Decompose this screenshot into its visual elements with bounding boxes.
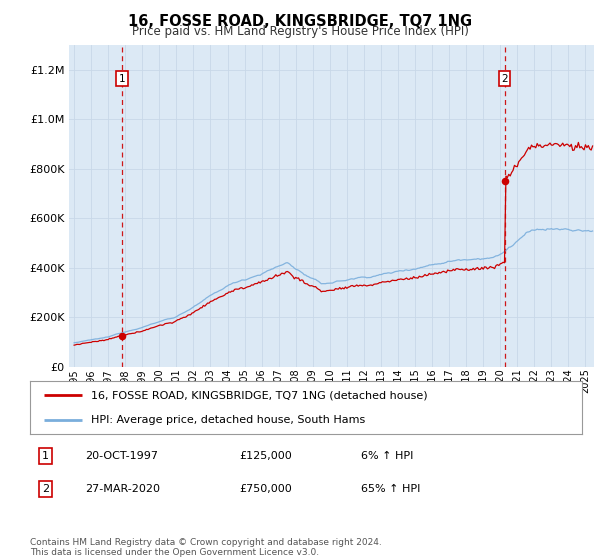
Text: 16, FOSSE ROAD, KINGSBRIDGE, TQ7 1NG (detached house): 16, FOSSE ROAD, KINGSBRIDGE, TQ7 1NG (de… bbox=[91, 390, 427, 400]
Text: 2: 2 bbox=[42, 484, 49, 494]
Text: 16, FOSSE ROAD, KINGSBRIDGE, TQ7 1NG: 16, FOSSE ROAD, KINGSBRIDGE, TQ7 1NG bbox=[128, 14, 472, 29]
Text: 6% ↑ HPI: 6% ↑ HPI bbox=[361, 451, 413, 461]
Point bbox=[500, 176, 509, 185]
Text: £750,000: £750,000 bbox=[240, 484, 293, 494]
Text: HPI: Average price, detached house, South Hams: HPI: Average price, detached house, Sout… bbox=[91, 414, 365, 424]
Text: 1: 1 bbox=[119, 73, 125, 83]
Point bbox=[117, 332, 127, 340]
Text: 20-OCT-1997: 20-OCT-1997 bbox=[85, 451, 158, 461]
Text: Price paid vs. HM Land Registry's House Price Index (HPI): Price paid vs. HM Land Registry's House … bbox=[131, 25, 469, 38]
Text: Contains HM Land Registry data © Crown copyright and database right 2024.
This d: Contains HM Land Registry data © Crown c… bbox=[30, 538, 382, 557]
Text: 2: 2 bbox=[501, 73, 508, 83]
Text: £125,000: £125,000 bbox=[240, 451, 293, 461]
Text: 1: 1 bbox=[42, 451, 49, 461]
Text: 27-MAR-2020: 27-MAR-2020 bbox=[85, 484, 160, 494]
Text: 65% ↑ HPI: 65% ↑ HPI bbox=[361, 484, 421, 494]
